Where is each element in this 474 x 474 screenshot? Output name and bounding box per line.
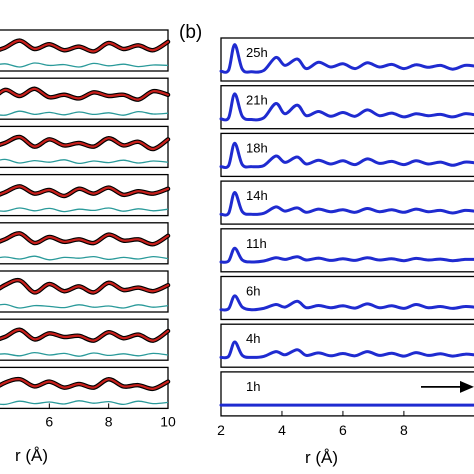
panel-b-series-label: 25h (246, 45, 268, 60)
panel-a-frame (0, 270, 169, 313)
panel-b-x-tick-label: 4 (278, 422, 286, 438)
panel-a-difference-curve (0, 351, 169, 357)
panel-b-frame (220, 371, 474, 417)
panel-a-frame (0, 29, 169, 72)
panel-a-difference-curve (0, 207, 169, 213)
panel-b-curve (219, 43, 474, 74)
panel-b-frame (220, 323, 474, 368)
panel-b-curve (219, 141, 474, 170)
panel-a-frame (0, 366, 169, 410)
panel-b-curve (219, 294, 474, 312)
panel-b-arrow-head (460, 380, 474, 393)
panel-b-x-tick-label: 6 (339, 422, 347, 438)
panel-a-fit-curve (0, 135, 170, 151)
panel-a-x-tick-label: 10 (160, 413, 176, 429)
panel-b-x-tick-label: 8 (400, 422, 408, 438)
panel-a-difference-curve (0, 62, 169, 68)
panel-a-x-axis-label: r (Å) (15, 446, 48, 465)
panel-a-fit-curve (0, 378, 170, 390)
panel-b-frame (220, 228, 474, 273)
panel-a-frame (0, 77, 169, 120)
panel-a-difference-curve (0, 400, 169, 406)
panel-a-fit-curve (0, 39, 170, 53)
panel-b-series-label: 11h (246, 236, 267, 251)
panel-a-difference-curve (0, 110, 169, 116)
panel-b-series-label: 4h (246, 331, 260, 346)
panel-a: 6 8 10 (0, 29, 176, 429)
panel-b-frame (220, 275, 474, 321)
panel-a-x-tick-label: 6 (45, 413, 53, 429)
panel-a-difference-curve (0, 255, 169, 261)
panel-b-curve (219, 246, 474, 264)
panel-a-fit-curve (0, 279, 170, 294)
panel-b-series-label: 18h (246, 140, 268, 155)
panel-b-curve (219, 340, 474, 360)
panel-a-fit-curve (0, 185, 170, 198)
panel-a-x-tick-label: 8 (105, 413, 113, 429)
panel-b-label: (b) (179, 22, 202, 43)
panel-a-frame (0, 318, 169, 361)
panel-b-series-label: 1h (246, 379, 260, 394)
panel-b-x-tick-label: 2 (217, 422, 225, 438)
panel-a-data-curve (0, 86, 171, 102)
panel-a-frame (0, 125, 169, 169)
panel-b-series-label: 6h (246, 284, 260, 299)
panel-a-frame (0, 173, 169, 217)
panel-a-difference-curve (0, 303, 169, 309)
panel-b-frame (220, 85, 474, 130)
panel-b-series-label: 14h (246, 188, 268, 203)
panel-a-fit-curve (0, 232, 170, 246)
panel-b-curve (219, 190, 474, 217)
panel-a-frame (0, 222, 169, 265)
panel-b-series-label: 21h (246, 93, 268, 108)
panel-b-frame (220, 132, 474, 178)
panel-b-curve (219, 92, 474, 122)
panel-b-frame (220, 37, 474, 82)
panel-a-difference-curve (0, 158, 169, 165)
panel-a-fit-curve (0, 87, 170, 101)
panel-b: 25h 21h 18h 14h 11h 6h 4h 1h 2 4 6 8 (217, 37, 474, 438)
panel-a-fit-curve (0, 328, 170, 342)
panel-b-x-axis-label: r (Å) (305, 448, 338, 467)
panel-b-frame (220, 180, 474, 225)
